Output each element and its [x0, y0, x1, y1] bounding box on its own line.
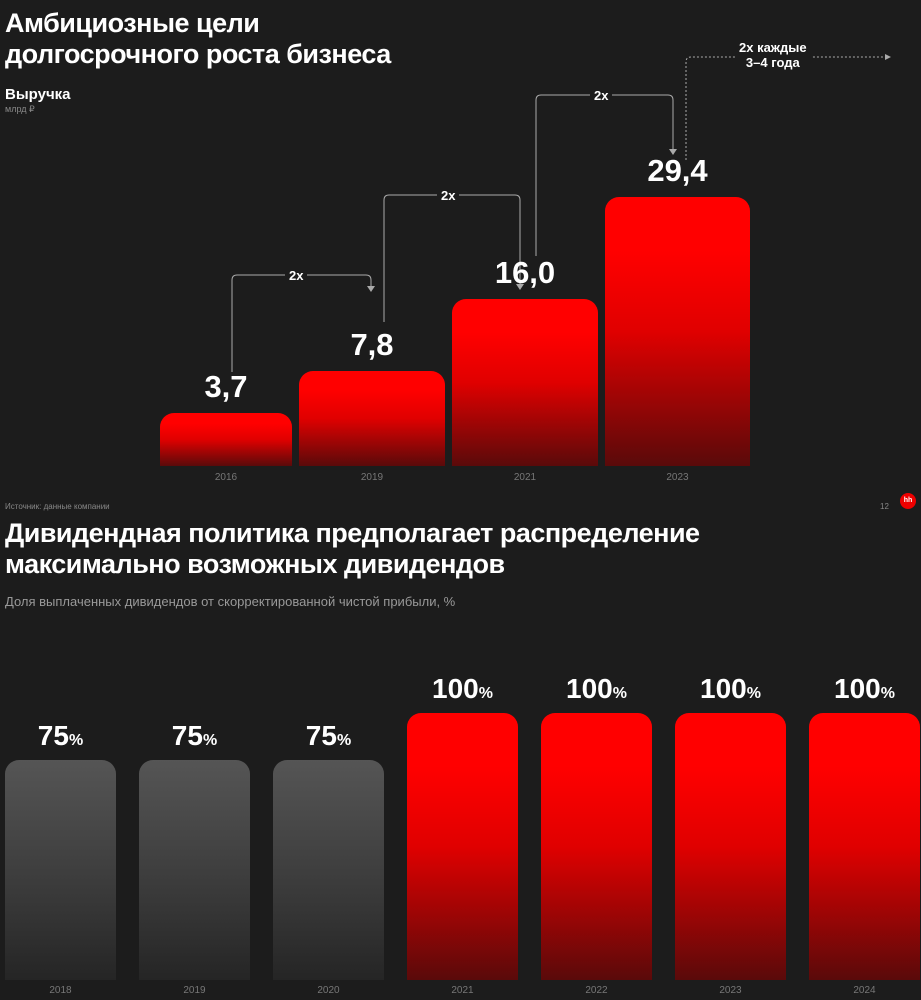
year-label: 2023: [666, 472, 689, 483]
dividend-value-label: 75%: [171, 720, 218, 751]
percent-sign: %: [880, 685, 895, 702]
dividend-bar: [809, 713, 920, 980]
dividend-value-label: 100%: [700, 673, 761, 704]
percent-sign: %: [336, 732, 352, 749]
year-label: 2023: [719, 985, 742, 996]
dividend-bar: [5, 760, 116, 980]
year-label: 2018: [49, 985, 72, 996]
year-label: 2019: [360, 472, 384, 483]
revenue-bar: [299, 370, 445, 466]
year-label: 2024: [853, 985, 876, 996]
multiplier-label: 2x: [437, 188, 460, 203]
year-label: 2021: [451, 985, 474, 996]
hh-logo: hh: [900, 493, 916, 509]
percent-sign: %: [746, 685, 761, 702]
source-note: Источник: данные компании: [5, 502, 110, 511]
year-label: 2020: [317, 985, 340, 996]
dividend-value-label: 100%: [566, 673, 627, 704]
dividend-value-label: 100%: [834, 673, 895, 704]
top-title: Амбициозные цели долгосрочного роста бизн…: [5, 8, 391, 69]
dividend-value-label: 75%: [37, 720, 84, 751]
year-label: 2022: [585, 985, 608, 996]
page-number: 12: [880, 502, 889, 511]
top-unit: млрд ₽: [5, 104, 35, 114]
year-label: 2021: [513, 472, 537, 483]
percent-sign: %: [612, 685, 627, 702]
revenue-bar: [605, 196, 750, 466]
growth-note: 2x каждые 3–4 года: [735, 40, 811, 70]
revenue-value-label: 3,7: [204, 369, 248, 404]
revenue-bar: [452, 298, 598, 466]
revenue-value-label: 7,8: [350, 326, 394, 362]
year-label: 2016: [214, 472, 238, 483]
bottom-title: Дивидендная политика предполагает распре…: [5, 518, 700, 579]
revenue-bar: [160, 413, 292, 466]
top-subtitle: Выручка: [5, 86, 71, 103]
multiplier-label: 2x: [590, 88, 613, 103]
dividend-bar: [541, 713, 652, 980]
percent-sign: %: [202, 732, 218, 749]
year-label: 2019: [183, 985, 206, 996]
dividend-bar: [273, 760, 384, 980]
dividend-value-label: 75%: [305, 720, 352, 751]
dividend-value-label: 100%: [432, 673, 493, 704]
revenue-value-label: 29,4: [647, 152, 708, 188]
percent-sign: %: [68, 732, 84, 749]
dividend-bar: [675, 713, 786, 980]
revenue-value-label: 16,0: [494, 254, 556, 290]
multiplier-label: 2x: [285, 268, 308, 283]
bottom-subtitle: Доля выплаченных дивидендов от скорректи…: [5, 594, 456, 609]
dividend-bar: [407, 713, 518, 980]
percent-sign: %: [478, 685, 493, 702]
dividend-bar: [139, 760, 250, 980]
